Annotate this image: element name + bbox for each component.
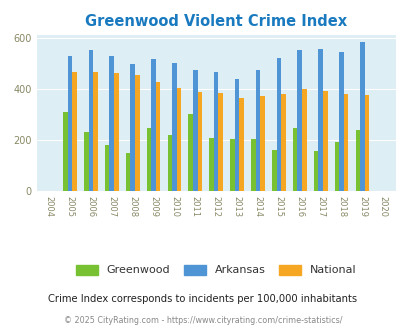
Bar xyxy=(230,139,234,191)
Bar xyxy=(276,58,281,191)
Bar xyxy=(318,50,322,191)
Bar xyxy=(63,113,68,191)
Bar xyxy=(239,98,243,191)
Bar xyxy=(176,88,181,191)
Bar xyxy=(364,95,369,191)
Bar xyxy=(126,153,130,191)
Bar xyxy=(260,96,264,191)
Text: Crime Index corresponds to incidents per 100,000 inhabitants: Crime Index corresponds to incidents per… xyxy=(48,294,357,304)
Bar xyxy=(218,93,222,191)
Title: Greenwood Violent Crime Index: Greenwood Violent Crime Index xyxy=(85,14,346,29)
Bar xyxy=(88,50,93,191)
Bar xyxy=(93,72,98,191)
Bar xyxy=(146,128,151,191)
Bar xyxy=(104,145,109,191)
Bar xyxy=(250,139,255,191)
Bar xyxy=(109,56,114,191)
Bar xyxy=(134,76,139,191)
Bar xyxy=(114,73,118,191)
Bar xyxy=(313,150,318,191)
Bar xyxy=(72,72,77,191)
Bar xyxy=(130,64,134,191)
Bar xyxy=(334,142,339,191)
Bar xyxy=(281,94,285,191)
Bar xyxy=(209,138,213,191)
Bar xyxy=(172,63,176,191)
Bar xyxy=(234,79,239,191)
Bar xyxy=(192,70,197,191)
Bar xyxy=(355,130,359,191)
Bar xyxy=(197,92,202,191)
Bar xyxy=(359,42,364,191)
Bar xyxy=(156,82,160,191)
Bar xyxy=(255,70,260,191)
Bar xyxy=(339,52,343,191)
Legend: Greenwood, Arkansas, National: Greenwood, Arkansas, National xyxy=(71,260,360,280)
Text: © 2025 CityRating.com - https://www.cityrating.com/crime-statistics/: © 2025 CityRating.com - https://www.city… xyxy=(64,316,341,325)
Bar xyxy=(301,89,306,191)
Bar xyxy=(292,128,297,191)
Bar xyxy=(188,114,192,191)
Bar xyxy=(84,131,88,191)
Bar xyxy=(322,91,327,191)
Bar xyxy=(343,94,347,191)
Bar xyxy=(271,150,276,191)
Bar xyxy=(68,56,72,191)
Bar xyxy=(213,72,218,191)
Bar xyxy=(151,59,156,191)
Bar xyxy=(297,50,301,191)
Bar xyxy=(167,135,172,191)
